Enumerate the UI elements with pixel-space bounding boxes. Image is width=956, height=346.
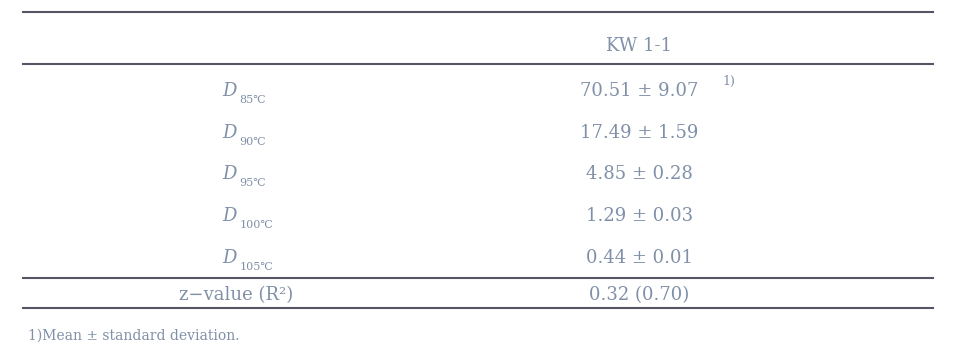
Text: D: D [222, 82, 236, 100]
Text: 0.32 (0.70): 0.32 (0.70) [589, 286, 689, 304]
Text: D: D [222, 207, 236, 225]
Text: 1)Mean ± standard deviation.: 1)Mean ± standard deviation. [28, 328, 239, 343]
Text: D: D [222, 124, 236, 142]
Text: 4.85 ± 0.28: 4.85 ± 0.28 [586, 165, 692, 183]
Text: D: D [222, 249, 236, 267]
Text: 0.44 ± 0.01: 0.44 ± 0.01 [586, 249, 692, 267]
Text: 105℃: 105℃ [239, 262, 273, 272]
Text: 100℃: 100℃ [239, 220, 273, 230]
Text: 85℃: 85℃ [239, 95, 266, 105]
Text: z−value (R²): z−value (R²) [179, 286, 293, 304]
Text: 17.49 ± 1.59: 17.49 ± 1.59 [580, 124, 698, 142]
Text: 95℃: 95℃ [239, 178, 266, 188]
Text: 1): 1) [723, 75, 735, 88]
Text: D: D [222, 165, 236, 183]
Text: 1.29 ± 0.03: 1.29 ± 0.03 [585, 207, 693, 225]
Text: 70.51 ± 9.07: 70.51 ± 9.07 [580, 82, 698, 100]
Text: 90℃: 90℃ [239, 137, 266, 147]
Text: KW 1-1: KW 1-1 [606, 37, 672, 55]
